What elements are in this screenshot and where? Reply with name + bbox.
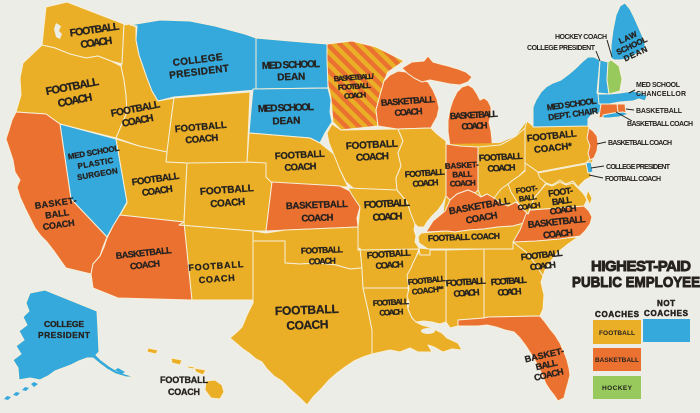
- svg-text:COACH: COACH: [356, 151, 390, 164]
- svg-text:FOOTBALL: FOOTBALL: [200, 183, 255, 198]
- svg-text:COACH: COACH: [375, 259, 404, 271]
- svg-text:BALL: BALL: [535, 357, 559, 372]
- svg-text:COACH: COACH: [42, 218, 75, 232]
- svg-text:COACH: COACH: [141, 184, 173, 199]
- svg-text:FOOTBALL: FOOTBALL: [526, 128, 577, 144]
- svg-text:PUBLIC EMPLOYEES: PUBLIC EMPLOYEES: [572, 274, 700, 291]
- svg-text:BASKET-: BASKET-: [445, 160, 480, 171]
- svg-text:DEAN: DEAN: [272, 116, 300, 128]
- svg-text:BASKETBALL: BASKETBALL: [450, 109, 499, 122]
- svg-text:BASKETBALL/: BASKETBALL/: [334, 72, 375, 84]
- svg-text:FOOTBALL: FOOTBALL: [404, 167, 445, 180]
- svg-text:COACH**: COACH**: [411, 284, 445, 296]
- svg-text:COLLEGE PRESIDENT: COLLEGE PRESIDENT: [606, 164, 671, 171]
- svg-text:FOOTBALL COACH: FOOTBALL COACH: [605, 176, 661, 183]
- svg-text:COACH*: COACH*: [534, 141, 573, 156]
- svg-text:COACH: COACH: [549, 203, 577, 217]
- svg-text:COACHES: COACHES: [595, 310, 640, 319]
- svg-text:MED SCHOOL: MED SCHOOL: [258, 102, 314, 115]
- svg-text:COACH: COACH: [130, 258, 161, 271]
- svg-text:COACH: COACH: [461, 120, 487, 131]
- svg-text:BALL: BALL: [518, 192, 537, 203]
- svg-text:CHANCELLOR: CHANCELLOR: [636, 91, 686, 98]
- svg-text:COACH: COACH: [379, 307, 404, 317]
- svg-text:HOCKEY COACH: HOCKEY COACH: [555, 34, 607, 41]
- svg-text:FOOTBALL: FOOTBALL: [599, 330, 635, 337]
- svg-text:BASKETBALL: BASKETBALL: [595, 357, 639, 364]
- svg-text:PRESIDENT: PRESIDENT: [38, 330, 91, 340]
- svg-text:FOOTBALL: FOOTBALL: [174, 120, 227, 136]
- svg-text:COACH: COACH: [344, 90, 367, 101]
- svg-text:COACH: COACH: [198, 273, 235, 285]
- svg-text:BALL: BALL: [452, 169, 473, 179]
- svg-text:BASKETBALL: BASKETBALL: [381, 94, 436, 108]
- svg-text:BASKETBALL: BASKETBALL: [286, 199, 349, 212]
- svg-text:FOOTBALL: FOOTBALL: [445, 276, 486, 289]
- svg-text:HOCKEY: HOCKEY: [602, 385, 633, 392]
- svg-text:COACH: COACH: [412, 177, 439, 189]
- svg-text:FOOT-: FOOT-: [515, 183, 539, 195]
- svg-text:MED SCHOOL: MED SCHOOL: [636, 82, 681, 89]
- svg-text:COACH: COACH: [185, 133, 219, 147]
- svg-text:FOOTBALL: FOOTBALL: [188, 259, 244, 273]
- svg-text:COACH: COACH: [80, 35, 113, 51]
- svg-text:COACH: COACH: [284, 161, 317, 174]
- svg-text:FOOTBALL: FOOTBALL: [338, 81, 372, 92]
- svg-text:BASKETBALL COACH: BASKETBALL COACH: [627, 121, 693, 128]
- svg-text:COACH: COACH: [286, 317, 328, 332]
- svg-text:FOOTBALL: FOOTBALL: [366, 247, 411, 260]
- svg-text:FOOTBALL: FOOTBALL: [479, 151, 524, 163]
- svg-text:BALL: BALL: [45, 207, 71, 220]
- svg-text:FOOT-: FOOT-: [548, 185, 574, 198]
- svg-text:FOOTBALL: FOOTBALL: [407, 274, 446, 287]
- svg-text:FOOTBALL: FOOTBALL: [520, 248, 563, 262]
- svg-text:HIGHEST-PAID: HIGHEST-PAID: [591, 258, 691, 275]
- svg-text:FOOTBALL: FOOTBALL: [490, 275, 527, 288]
- svg-text:COLLEGE PRESIDENT: COLLEGE PRESIDENT: [527, 45, 596, 52]
- svg-text:FOOTBALL: FOOTBALL: [364, 198, 411, 211]
- svg-text:COACH: COACH: [301, 212, 333, 224]
- svg-text:NOT: NOT: [657, 299, 675, 308]
- svg-text:COACH: COACH: [529, 260, 556, 273]
- svg-text:FOOTBALL COACH: FOOTBALL COACH: [428, 231, 500, 244]
- svg-text:BALL: BALL: [551, 195, 573, 208]
- svg-text:FOOTBALL: FOOTBALL: [301, 244, 343, 255]
- svg-text:COACH: COACH: [517, 200, 541, 212]
- svg-text:MED SCHOOL: MED SCHOOL: [262, 59, 320, 72]
- svg-text:COACH: COACH: [309, 256, 336, 267]
- svg-text:COACH: COACH: [394, 106, 423, 118]
- svg-text:FOOTBALL: FOOTBALL: [275, 149, 326, 163]
- svg-text:FOOTBALL: FOOTBALL: [275, 302, 339, 318]
- svg-text:FOOTBALL: FOOTBALL: [373, 297, 410, 308]
- svg-text:COACH: COACH: [450, 178, 477, 188]
- svg-text:COACH: COACH: [372, 211, 403, 224]
- svg-text:COACHES: COACHES: [644, 309, 689, 318]
- svg-text:FOOTBALL: FOOTBALL: [346, 139, 399, 153]
- svg-text:COACH: COACH: [168, 387, 200, 397]
- svg-text:BASKETBALL COACH: BASKETBALL COACH: [608, 140, 672, 147]
- svg-text:FOOTBALL: FOOTBALL: [160, 375, 209, 385]
- svg-text:COLLEGE: COLLEGE: [44, 319, 84, 329]
- svg-text:COACH: COACH: [497, 286, 522, 298]
- svg-text:COACH: COACH: [543, 227, 574, 241]
- svg-text:DEAN: DEAN: [277, 72, 305, 84]
- svg-text:BASKETBALL: BASKETBALL: [636, 108, 683, 115]
- svg-text:COACH: COACH: [453, 287, 480, 299]
- svg-text:COACH: COACH: [487, 162, 515, 173]
- svg-text:COACH: COACH: [210, 197, 246, 210]
